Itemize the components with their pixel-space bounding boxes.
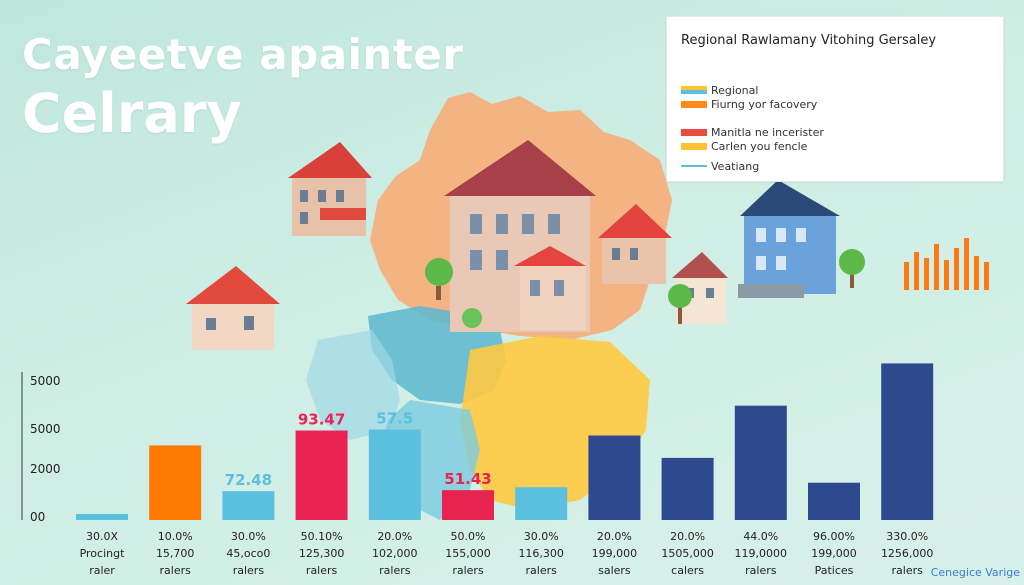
bar-count-label: Procingt	[80, 547, 126, 560]
bar-percent-label: 10.0%	[158, 530, 193, 543]
y-tick-label: 5000	[30, 374, 61, 388]
footer-brand: Cenegice Varige	[930, 566, 1020, 579]
bar	[368, 429, 421, 520]
legend-label: Regional	[711, 83, 759, 97]
bar-count-label: 1256,000	[881, 547, 934, 560]
bar-unit-label: ralers	[452, 564, 484, 577]
bar-percent-label: 44.0%	[743, 530, 778, 543]
bar-percent-label: 330.0%	[886, 530, 928, 543]
bar-percent-label: 96.00%	[813, 530, 855, 543]
bar-count-label: 155,000	[445, 547, 491, 560]
page-subtitle: Celrary	[22, 82, 242, 145]
house-icon	[444, 140, 596, 332]
legend-swatch	[681, 86, 707, 94]
bar-unit-label: ralers	[892, 564, 924, 577]
legend-item-carlen: Carlen you fencle	[681, 139, 807, 153]
bar	[515, 487, 568, 520]
legend-title: Regional Rawlamany Vitohing Gersaley	[681, 33, 937, 48]
bar-percent-label: 30.0%	[524, 530, 559, 543]
house-icon	[598, 204, 672, 284]
bar-unit-label: calers	[671, 564, 704, 577]
bar	[881, 363, 934, 520]
bar	[295, 430, 348, 520]
legend-swatch	[681, 100, 707, 108]
bar-unit-label: ralers	[160, 564, 192, 577]
legend-line	[681, 165, 707, 167]
bar	[734, 405, 787, 520]
bar	[442, 490, 494, 520]
legend-label: Veatiang	[711, 159, 760, 173]
legend-item-regional: Regional	[681, 83, 758, 97]
bar-percent-label: 50.0%	[451, 530, 486, 543]
legend-swatch	[681, 142, 707, 150]
bar	[149, 445, 202, 520]
legend-item-manitla: Manitla ne incerister	[681, 125, 824, 139]
legend-swatch	[681, 128, 707, 136]
bar-percent-label: 20.0%	[670, 530, 705, 543]
bar-unit-label: ralers	[233, 564, 265, 577]
legend-label: Carlen you fencle	[711, 139, 808, 153]
y-tick-label: 5000	[30, 422, 61, 436]
bar-percent-label: 30.0%	[231, 530, 266, 543]
bar	[808, 482, 860, 520]
legend-label: Fiurng yor facovery	[711, 97, 818, 111]
legend-label: Manitla ne incerister	[711, 125, 824, 139]
bar	[76, 514, 128, 520]
bar-count-label: 1505,000	[661, 547, 714, 560]
tree-icon	[425, 249, 865, 328]
bar-percent-label: 50.10%	[301, 530, 343, 543]
bar-data-label: 57.5	[376, 410, 413, 428]
legend-panel: Regional Rawlamany Vitohing Gersaley Reg…	[666, 16, 1004, 182]
bar-unit-label: ralers	[526, 564, 558, 577]
bar-unit-label: ralers	[306, 564, 338, 577]
bar-percent-label: 20.0%	[377, 530, 412, 543]
bar-count-label: 199,000	[592, 547, 638, 560]
bar-unit-label: salers	[598, 564, 631, 577]
bar-count-label: 116,300	[518, 547, 564, 560]
house-icon	[186, 266, 280, 350]
bar-unit-label: ralers	[745, 564, 777, 577]
bar-percent-label: 20.0%	[597, 530, 632, 543]
y-tick-label: 00	[30, 510, 45, 524]
page-title: Cayeetve apainter	[22, 30, 464, 79]
legend-item-veatiang: Veatiang	[681, 159, 759, 173]
bar-count-label: 45,oco0	[226, 547, 270, 560]
bar-unit-label: ralers	[379, 564, 411, 577]
bar-count-label: 102,000	[372, 547, 418, 560]
bar	[222, 491, 275, 520]
bar-count-label: 199,000	[811, 547, 857, 560]
bar	[588, 435, 641, 520]
bar-unit-label: raler	[89, 564, 115, 577]
bar	[661, 457, 714, 520]
bar-data-label: 51.43	[444, 470, 491, 488]
bar-count-label: 15,700	[156, 547, 195, 560]
bar-data-label: 93.47	[298, 411, 345, 429]
legend-item-fiurng: Fiurng yor facovery	[681, 97, 817, 111]
house-icon	[288, 142, 372, 236]
bar-data-label: 72.48	[225, 471, 272, 489]
y-tick-label: 2000	[30, 462, 61, 476]
bar-percent-label: 30.0X	[86, 530, 118, 543]
house-icon	[738, 180, 840, 298]
bar-count-label: 125,300	[299, 547, 345, 560]
bar-unit-label: Patices	[815, 564, 854, 577]
mini-bar-chart-icon	[904, 238, 989, 290]
bar-count-label: 119,0000	[735, 547, 788, 560]
